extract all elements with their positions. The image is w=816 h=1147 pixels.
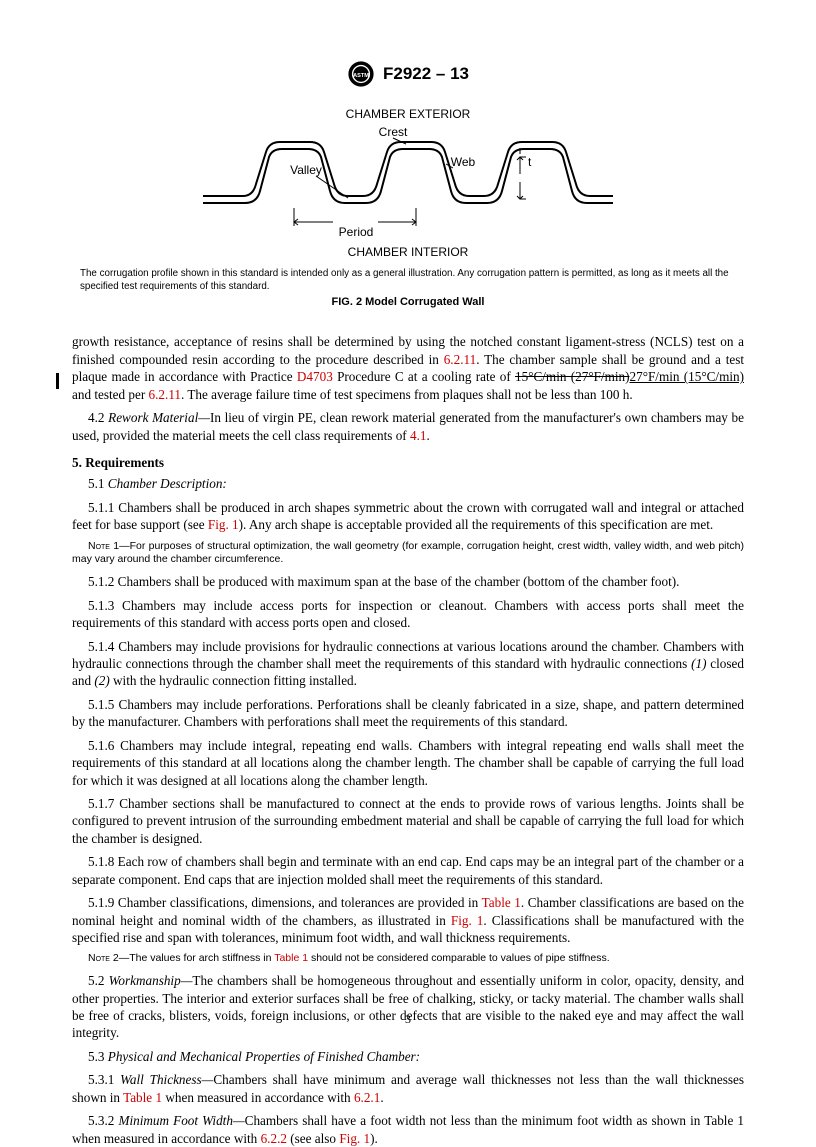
para-5-1-3: 5.1.3 Chambers may include access ports … [72, 597, 744, 632]
label-interior: CHAMBER INTERIOR [348, 245, 469, 259]
ref-fig-1[interactable]: Fig. 1 [208, 517, 239, 532]
para-5-3-1: 5.3.1 Wall Thickness—Chambers shall have… [72, 1071, 744, 1106]
figure-2: CHAMBER EXTERIOR Crest Valley Web t Peri… [72, 104, 744, 264]
para-5-1: 5.1 Chamber Description: [72, 475, 744, 492]
designation-text: F2922 – 13 [383, 63, 469, 85]
note-2: Note 2—The values for arch stiffness in … [72, 952, 744, 966]
label-exterior: CHAMBER EXTERIOR [346, 107, 471, 121]
para-5-3: 5.3 Physical and Mechanical Properties o… [72, 1048, 744, 1065]
section-5-heading: 5. Requirements [72, 454, 744, 471]
ref-table-1[interactable]: Table 1 [482, 895, 521, 910]
para-5-1-1: 5.1.1 Chambers shall be produced in arch… [72, 499, 744, 534]
para-5-1-9: 5.1.9 Chamber classifications, dimension… [72, 894, 744, 946]
para-4-2: 4.2 Rework Material—In lieu of virgin PE… [72, 409, 744, 444]
ref-table-1-c[interactable]: Table 1 [123, 1090, 162, 1105]
svg-text:ASTM: ASTM [353, 73, 369, 79]
label-crest: Crest [379, 125, 408, 139]
para-5-1-8: 5.1.8 Each row of chambers shall begin a… [72, 853, 744, 888]
document-header: ASTM F2922 – 13 [72, 60, 744, 92]
ref-fig-1-c[interactable]: Fig. 1 [339, 1131, 370, 1146]
inserted-text: 27°F/min (15°C/min) [630, 369, 744, 384]
ref-4-1[interactable]: 4.1 [410, 428, 426, 443]
page-number: 3 [0, 1012, 816, 1028]
ref-6-2-11[interactable]: 6.2.11 [444, 352, 476, 367]
label-web: Web [451, 155, 476, 169]
para-5-1-6: 5.1.6 Chambers may include integral, rep… [72, 737, 744, 789]
para-5-1-7: 5.1.7 Chamber sections shall be manufact… [72, 795, 744, 847]
figure-caption: FIG. 2 Model Corrugated Wall [72, 295, 744, 310]
para-5-3-2: 5.3.2 Minimum Foot Width—Chambers shall … [72, 1112, 744, 1147]
ref-fig-1-b[interactable]: Fig. 1 [451, 913, 484, 928]
label-period: Period [339, 225, 374, 239]
struck-text: 15°C/min (27°F/min) [515, 369, 629, 384]
ref-6-2-1[interactable]: 6.2.1 [354, 1090, 380, 1105]
para-5-2: 5.2 Workmanship—The chambers shall be ho… [72, 972, 744, 1042]
ref-6-2-2[interactable]: 6.2.2 [261, 1131, 287, 1146]
para-5-1-5: 5.1.5 Chambers may include perforations.… [72, 696, 744, 731]
label-valley: Valley [290, 163, 322, 177]
figure-note: The corrugation profile shown in this st… [80, 268, 736, 292]
para-4-1-continued: growth resistance, acceptance of resins … [72, 333, 744, 403]
note-1: Note 1—For purposes of structural optimi… [72, 540, 744, 568]
ref-6-2-11-b[interactable]: 6.2.11 [149, 387, 181, 402]
corrugated-wall-diagram: CHAMBER EXTERIOR Crest Valley Web t Peri… [198, 104, 618, 264]
label-t: t [528, 155, 532, 169]
ref-table-1-b[interactable]: Table 1 [274, 952, 308, 964]
change-bar [56, 373, 59, 389]
para-5-1-2: 5.1.2 Chambers shall be produced with ma… [72, 573, 744, 590]
astm-logo-icon: ASTM [347, 60, 375, 88]
ref-d4703[interactable]: D4703 [297, 369, 333, 384]
para-5-1-4: 5.1.4 Chambers may include provisions fo… [72, 638, 744, 690]
